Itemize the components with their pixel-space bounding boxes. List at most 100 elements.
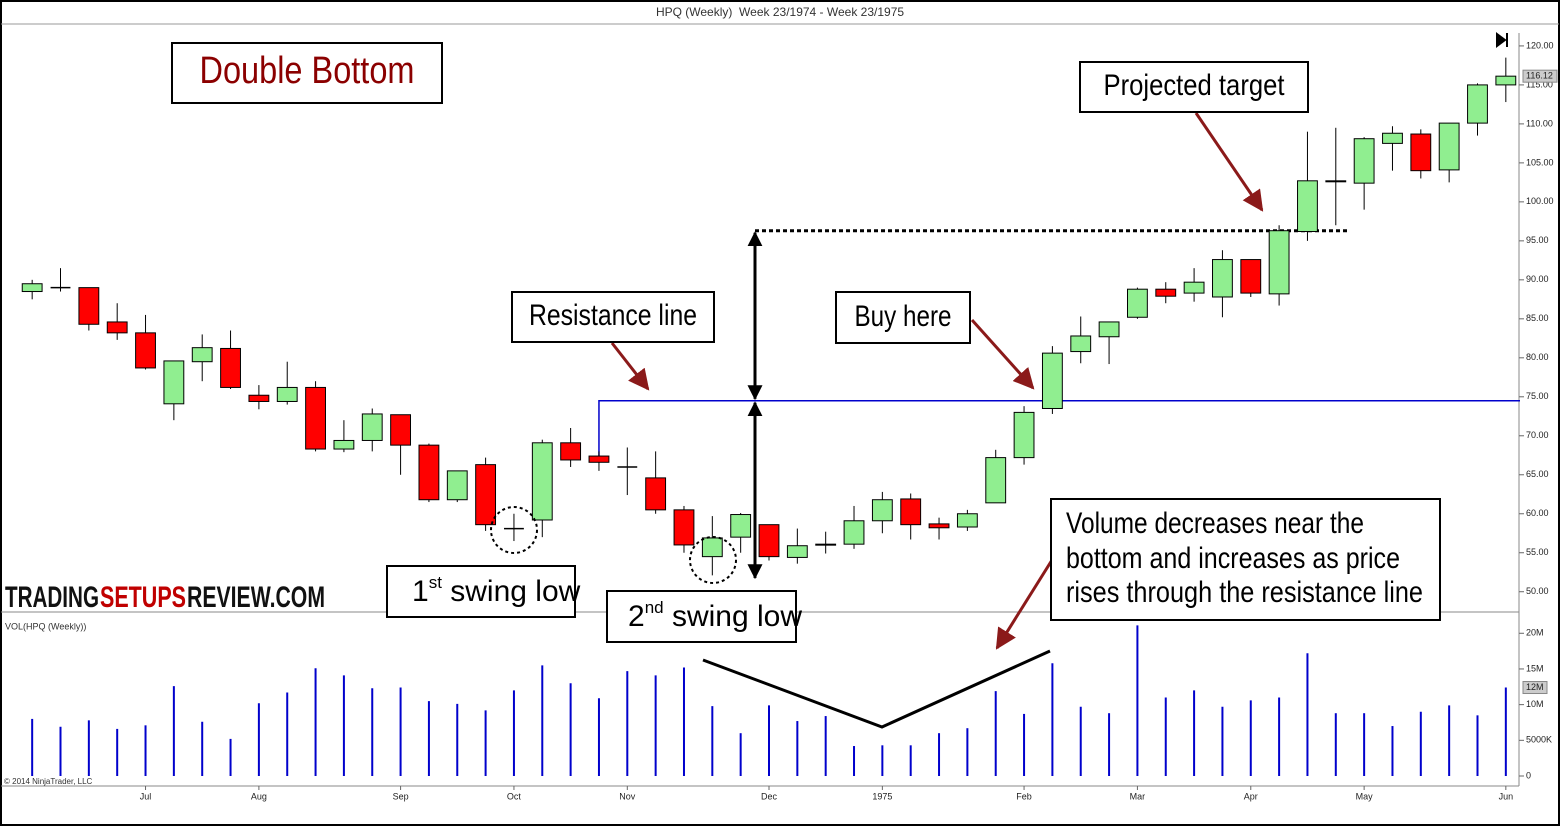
annotation-line: bottom and increases as price — [1066, 542, 1400, 575]
y2-tick-label: 0 — [1526, 770, 1531, 780]
candle-body — [758, 524, 780, 558]
candle-body — [1155, 288, 1177, 297]
y-tick-label: 50.00 — [1526, 586, 1549, 596]
candle-body — [1410, 133, 1432, 172]
last-price-tag — [1522, 69, 1558, 83]
candle-body — [475, 464, 497, 526]
candle-body — [446, 470, 468, 501]
x-tick-label: Apr — [1244, 791, 1258, 801]
annotation-part: 2 — [628, 600, 645, 633]
y-tick-label: 105.00 — [1526, 157, 1554, 167]
annotation-box — [386, 565, 576, 618]
annotation-part: swing low — [442, 575, 581, 608]
annotation-box — [511, 291, 715, 343]
y2-tick-label: 15M — [1526, 663, 1544, 673]
watermark: SETUPS — [100, 581, 186, 614]
candle-body — [645, 477, 667, 511]
arrow — [1194, 112, 1264, 212]
candle-body — [843, 520, 865, 545]
annotation-line: rises through the resistance line — [1066, 576, 1423, 609]
annotations: Double Bottom Resistance line Buy here P… — [5, 42, 1441, 729]
y-tick-label: 115.00 — [1526, 79, 1553, 89]
candle-body — [1098, 321, 1120, 338]
candle-body — [163, 360, 185, 405]
x-tick-label: Jul — [140, 791, 152, 801]
candle-body — [1382, 132, 1403, 144]
annotation: 1st swing low — [412, 573, 581, 607]
volume-v-line — [702, 649, 1051, 729]
candle-body — [1013, 411, 1035, 459]
annotation: 2nd swing low — [628, 598, 802, 632]
swing-circle — [689, 536, 737, 584]
watermark: REVIEW.COM — [187, 581, 325, 614]
candle-body — [871, 499, 893, 522]
annotation: Projected target — [1104, 69, 1286, 102]
y-tick-label: 90.00 — [1526, 274, 1549, 284]
candle-body — [276, 386, 298, 402]
candle-body — [531, 442, 553, 521]
x-tick-label: Aug — [251, 791, 267, 801]
x-tick-label: Sep — [393, 791, 409, 801]
annotation-sup: nd — [645, 598, 664, 617]
swing-circle — [490, 506, 538, 554]
y-tick-label: 95.00 — [1526, 235, 1549, 245]
annotation-box — [171, 42, 443, 104]
candle-body — [1212, 259, 1233, 298]
candle-body — [78, 287, 100, 325]
annotation-box — [1079, 61, 1309, 113]
candle-body — [220, 347, 241, 388]
x-tick-label: Nov — [619, 791, 636, 801]
candle-body — [701, 537, 723, 558]
x-tick-label: May — [1356, 791, 1374, 801]
candle-body — [815, 543, 837, 546]
candle-body — [1353, 138, 1375, 184]
annotation-box — [1050, 498, 1441, 621]
y-tick-label: 110.00 — [1526, 118, 1553, 128]
y-tick-label: 75.00 — [1526, 391, 1549, 401]
candle-body — [21, 283, 43, 293]
x-tick-label: 1975 — [872, 791, 892, 801]
candle-body — [1240, 259, 1262, 294]
candle-body — [673, 509, 695, 546]
y2-tick-label: 5000K — [1526, 735, 1552, 745]
candle-body — [305, 386, 326, 450]
candle-body — [1467, 84, 1488, 124]
annotation-part: 1 — [412, 575, 429, 608]
x-tick-label: Mar — [1130, 791, 1146, 801]
last-volume-tag — [1522, 681, 1548, 695]
candle-body — [900, 498, 922, 526]
candle-body — [418, 444, 440, 501]
candle-body — [248, 394, 270, 402]
candle-body — [786, 545, 808, 558]
x-tick-label: Feb — [1016, 791, 1032, 801]
annotation: Resistance line — [529, 299, 697, 332]
candle-body — [191, 347, 213, 363]
candle-body — [361, 413, 383, 441]
annotation-part: swing low — [664, 600, 803, 633]
candle-body — [588, 455, 610, 463]
candle-body — [1041, 352, 1063, 409]
x-tick-label: Jun — [1499, 791, 1514, 801]
candle-body — [1438, 122, 1460, 171]
volume-title: VOL(HPQ (Weekly)) — [5, 621, 86, 631]
x-tick-label: Dec — [761, 791, 778, 801]
y-tick-label: 55.00 — [1526, 547, 1549, 557]
candle-body — [390, 414, 412, 446]
y-tick-label: 85.00 — [1526, 313, 1549, 323]
candle-body — [1297, 180, 1318, 232]
candle-body — [106, 321, 128, 334]
candle-body — [928, 523, 950, 529]
arrow — [610, 342, 650, 391]
annotation-box — [606, 590, 797, 643]
candle-body — [1126, 288, 1148, 318]
y-tick-label: 70.00 — [1526, 430, 1549, 440]
marks: 50.00 55.00 60.00 65.00 70.00 75.00 80.00 85.00… — [21, 40, 1558, 801]
candle-body — [1325, 180, 1347, 183]
candle-body — [985, 457, 1007, 504]
scroll-end-icon[interactable] — [1496, 32, 1508, 48]
annotation-sup: st — [429, 573, 443, 592]
watermark: TRADING — [5, 581, 99, 614]
candle-body — [560, 442, 582, 461]
